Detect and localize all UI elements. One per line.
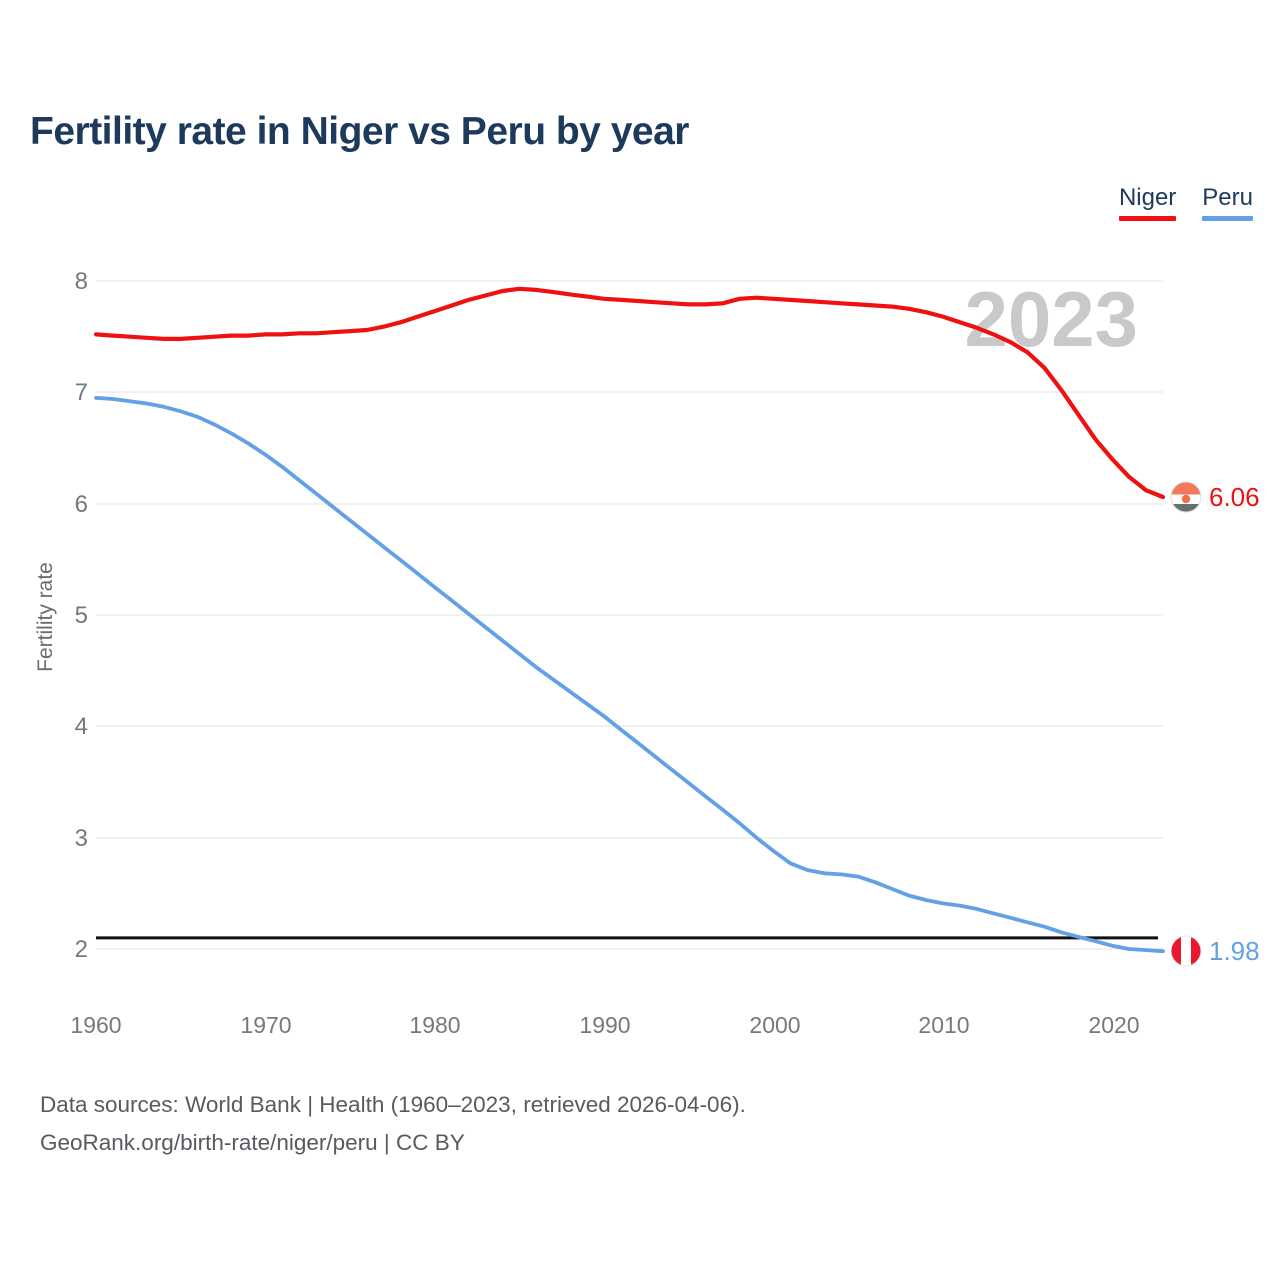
y-tick: 5 <box>75 602 88 629</box>
y-tick: 3 <box>75 825 88 852</box>
y-tick: 8 <box>75 268 88 295</box>
footer-link-line: GeoRank.org/birth-rate/niger/peru | CC B… <box>40 1130 465 1155</box>
x-tick: 2010 <box>918 1012 969 1038</box>
gridlines <box>96 280 1163 950</box>
y-tick: 6 <box>75 491 88 518</box>
footer-sources-line: Data sources: World Bank | Health (1960–… <box>40 1092 746 1117</box>
legend-item-peru[interactable]: Peru <box>1202 183 1253 221</box>
legend-label-peru: Peru <box>1202 184 1253 211</box>
y-tick: 2 <box>75 936 88 963</box>
x-tick: 2000 <box>749 1012 800 1038</box>
y-axis-ticks: 8 7 6 5 4 3 2 <box>75 268 88 963</box>
legend: Niger Peru <box>1118 183 1253 221</box>
y-tick: 4 <box>75 713 88 740</box>
x-tick: 2020 <box>1088 1012 1139 1038</box>
x-axis-ticks: 1960 1970 1980 1990 2000 2010 2020 <box>70 1012 1139 1038</box>
page-title: Fertility rate in Niger vs Peru by year <box>30 110 689 153</box>
peru-line <box>94 395 1165 954</box>
niger-end-value: 6.06 <box>1209 482 1260 512</box>
legend-swatch-peru <box>1202 216 1253 221</box>
y-tick: 7 <box>75 379 88 406</box>
niger-flag-icon <box>1170 481 1202 513</box>
x-tick: 1990 <box>579 1012 630 1038</box>
x-tick: 1960 <box>70 1012 121 1038</box>
y-axis-title: Fertility rate <box>34 562 57 672</box>
legend-swatch-niger <box>1118 216 1177 221</box>
footer: Data sources: World Bank | Health (1960–… <box>40 1086 746 1162</box>
peru-end-value: 1.98 <box>1209 936 1260 966</box>
peru-flag-icon <box>1170 935 1202 967</box>
x-tick: 1970 <box>240 1012 291 1038</box>
x-tick: 1980 <box>409 1012 460 1038</box>
niger-line <box>93 286 1166 500</box>
legend-item-niger[interactable]: Niger <box>1118 183 1177 221</box>
watermark-year: 2023 <box>964 275 1138 363</box>
series-layer <box>93 286 1166 954</box>
legend-label-niger: Niger <box>1118 184 1177 211</box>
